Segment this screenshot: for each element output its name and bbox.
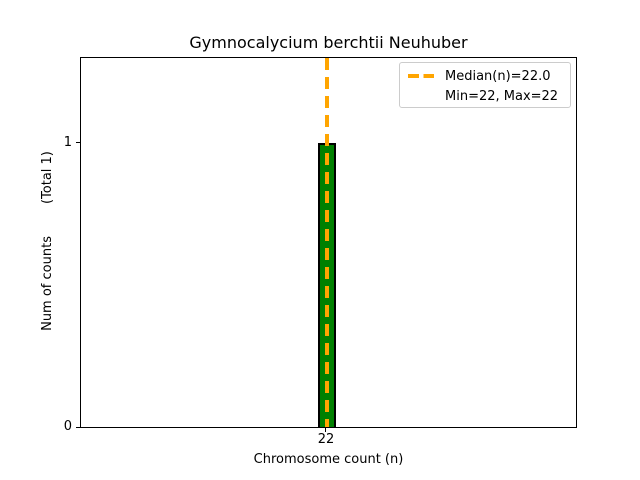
y-tick-mark-0 xyxy=(76,427,80,428)
x-tick-mark-22 xyxy=(325,428,326,432)
median-line xyxy=(325,58,329,427)
legend-row-median: Median(n)=22.0 xyxy=(408,66,564,86)
y-tick-label-0: 0 xyxy=(63,419,72,434)
y-axis-total-text: (Total 1) xyxy=(39,151,55,205)
legend-minmax-label: Min=22, Max=22 xyxy=(445,88,559,104)
x-tick-label-22: 22 xyxy=(317,432,335,447)
chart-title: Gymnocalycium berchtii Neuhuber xyxy=(189,33,468,52)
median-line-swatch-icon xyxy=(408,74,434,78)
y-axis-label-text: Num of counts xyxy=(39,236,55,331)
plot-area xyxy=(80,57,577,428)
legend-empty-swatch xyxy=(408,94,434,98)
y-axis-label: Num of counts (Total 1) xyxy=(38,121,56,361)
legend-row-minmax: Min=22, Max=22 xyxy=(408,86,564,106)
y-tick-label-1: 1 xyxy=(63,135,72,150)
x-axis-label: Chromosome count (n) xyxy=(253,452,404,467)
y-tick-mark-1 xyxy=(76,142,80,143)
legend-median-label: Median(n)=22.0 xyxy=(445,68,551,84)
legend: Median(n)=22.0 Min=22, Max=22 xyxy=(399,62,571,108)
